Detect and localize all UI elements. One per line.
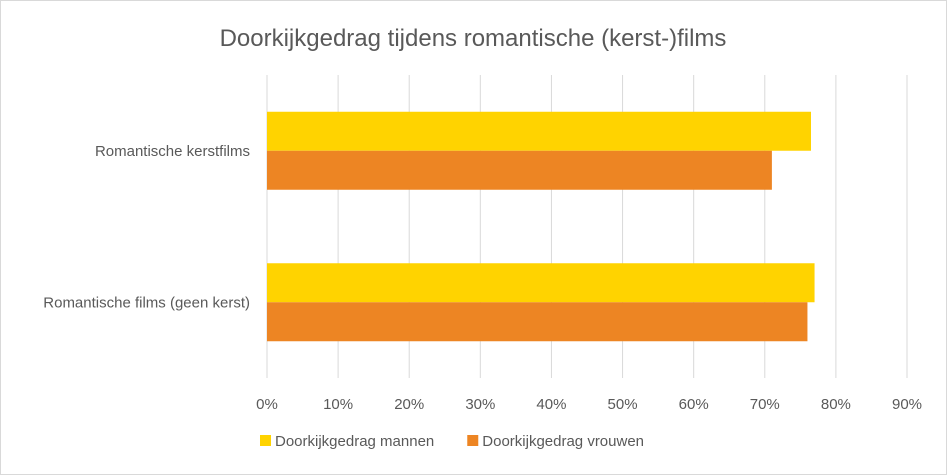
x-tick-label: 30% <box>465 396 495 413</box>
bar <box>267 111 811 151</box>
legend-swatch <box>467 435 479 446</box>
x-tick-label: 70% <box>750 396 780 413</box>
x-tick-label: 60% <box>679 396 709 413</box>
legend-label: Doorkijkgedrag vrouwen <box>482 433 644 450</box>
bar <box>267 263 815 303</box>
category-label: Romantische kerstfilms <box>95 143 250 160</box>
bar <box>267 302 808 342</box>
x-tick-label: 80% <box>821 396 851 413</box>
bar <box>267 150 772 190</box>
axis-labels: 0% 10% 20% 30% 40% 50% 60% 70% 80% 90% Romantische… <box>43 143 922 413</box>
legend-swatch <box>260 435 271 446</box>
legend-label: Doorkijkgedrag mannen <box>275 433 434 450</box>
x-tick-label: 0% <box>256 396 278 413</box>
x-tick-label: 50% <box>608 396 638 413</box>
x-tick-label: 40% <box>536 396 566 413</box>
x-tick-label: 20% <box>394 396 424 413</box>
bars <box>267 111 815 342</box>
category-label: Romantische films (geen kerst) <box>43 294 250 311</box>
x-tick-label: 10% <box>323 396 353 413</box>
chart-title: Doorkijkgedrag tijdens romantische (kers… <box>220 25 727 52</box>
x-tick-label: 90% <box>892 396 922 413</box>
legend: Doorkijkgedrag mannen Doorkijkgedrag vrou… <box>260 433 644 450</box>
